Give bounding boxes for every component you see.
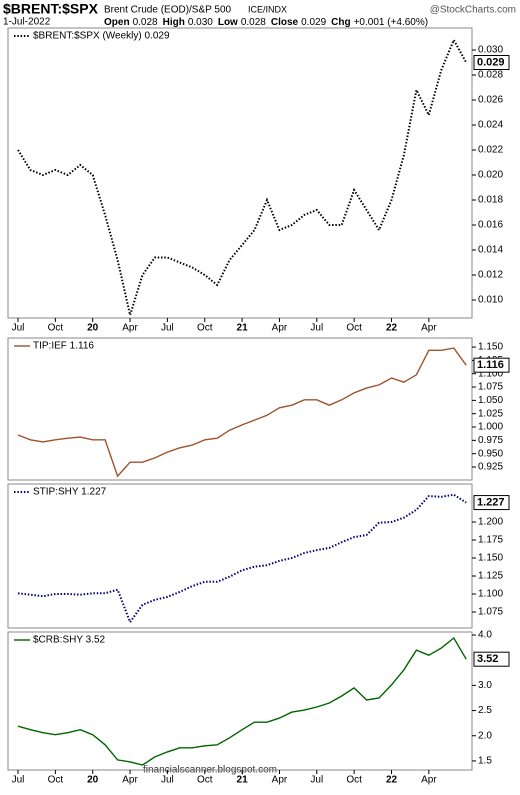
last-value-label: 1.227 <box>477 496 505 508</box>
y-tick-label: 1.100 <box>478 589 503 600</box>
y-tick-label: 0.014 <box>478 245 503 256</box>
x-tick-label: Jul <box>161 323 174 334</box>
y-tick-label: 1.150 <box>478 342 503 353</box>
y-tick-label: 0.024 <box>478 120 503 131</box>
y-tick-label: 1.150 <box>478 553 503 564</box>
panel-frame <box>7 631 473 771</box>
y-tick-label: 0.016 <box>478 220 503 231</box>
series-line <box>17 37 468 319</box>
x-tick-label: Jul <box>12 775 25 786</box>
y-tick-label: 0.022 <box>478 145 503 156</box>
quote-value: 0.029 <box>301 17 326 28</box>
x-tick-label: Apr <box>421 323 437 334</box>
x-tick-label: Apr <box>272 323 288 334</box>
y-tick-label: 1.000 <box>478 422 503 433</box>
x-tick-label: Oct <box>48 323 64 334</box>
x-tick-label: Apr <box>272 775 288 786</box>
legend-label: $CRB:SHY 3.52 <box>33 635 106 646</box>
symbol: $BRENT:$SPX <box>3 1 99 17</box>
x-tick-label: Oct <box>197 323 213 334</box>
y-tick-label: 1.050 <box>478 395 503 406</box>
y-tick-label: 1.5 <box>478 756 492 767</box>
y-tick-label: 0.950 <box>478 448 503 459</box>
x-tick-label: 21 <box>237 323 249 334</box>
x-tick-label: Jul <box>310 775 323 786</box>
y-tick-label: 3.0 <box>478 680 492 691</box>
y-tick-label: 1.175 <box>478 535 503 546</box>
last-value-badge <box>473 357 510 373</box>
last-value-label: 1.116 <box>477 359 504 371</box>
x-tick-label: Jul <box>161 775 174 786</box>
legend-label: TIP:IEF 1.116 <box>33 341 94 352</box>
y-tick-label: 0.012 <box>478 270 503 281</box>
y-tick-label: 0.026 <box>478 95 503 106</box>
quote-label: Close <box>271 17 299 28</box>
y-tick-label: 0.020 <box>478 170 503 181</box>
last-value-label: 3.52 <box>477 653 498 665</box>
y-tick-label: 1.200 <box>478 517 503 528</box>
panel-frame <box>7 27 473 319</box>
y-tick-label: 0.925 <box>478 462 503 473</box>
legend-label: $BRENT:$SPX (Weekly) 0.029 <box>33 31 170 42</box>
y-tick-label: 1.125 <box>478 571 503 582</box>
y-tick-label: 0.018 <box>478 195 503 206</box>
y-tick-label: 0.028 <box>478 70 503 81</box>
quote-label: High <box>163 17 185 28</box>
x-tick-label: Apr <box>122 323 138 334</box>
panel-frame <box>7 483 473 629</box>
series-line <box>17 636 467 766</box>
quote-value: +0.001 (+4.60%) <box>354 17 429 28</box>
quote-value: 0.028 <box>133 17 158 28</box>
x-tick-label: Oct <box>197 775 213 786</box>
x-tick-label: 22 <box>386 323 398 334</box>
series-line <box>17 347 467 478</box>
last-value-label: 0.029 <box>477 56 505 68</box>
x-tick-label: Oct <box>48 775 64 786</box>
x-tick-label: Jul <box>310 323 323 334</box>
quote-label: Low <box>218 17 238 28</box>
last-value-badge <box>473 495 510 511</box>
y-tick-label: 0.030 <box>478 45 503 56</box>
x-tick-label: Apr <box>122 775 138 786</box>
quote-label: Open <box>104 17 130 28</box>
x-tick-label: 21 <box>237 775 249 786</box>
y-tick-label: 2.0 <box>478 730 492 741</box>
x-tick-label: 20 <box>87 775 99 786</box>
panel-frame <box>7 337 473 481</box>
last-value-badge <box>473 651 510 667</box>
brand: @StockCharts.com <box>430 5 516 16</box>
y-tick-label: 0.010 <box>478 295 503 306</box>
x-tick-label: Oct <box>346 323 362 334</box>
x-tick-label: 22 <box>386 775 398 786</box>
y-tick-label: 1.075 <box>478 607 503 618</box>
quote-value: 0.028 <box>241 17 266 28</box>
x-tick-label: Jul <box>12 323 25 334</box>
series-line <box>17 493 467 625</box>
x-tick-label: Oct <box>346 775 362 786</box>
y-tick-label: 1.075 <box>478 382 503 393</box>
y-tick-label: 1.025 <box>478 408 503 419</box>
exchange: ICE/INDX <box>248 4 287 14</box>
legend-label: STIP:SHY 1.227 <box>33 487 107 498</box>
x-tick-label: 20 <box>87 323 99 334</box>
x-tick-label: Apr <box>421 775 437 786</box>
y-tick-label: 4.0 <box>478 630 492 641</box>
y-tick-label: 0.975 <box>478 435 503 446</box>
last-value-badge <box>473 55 510 70</box>
y-tick-label: 2.5 <box>478 705 492 716</box>
y-tick-label: 1.100 <box>478 368 503 379</box>
quote: Open 0.028 High 0.030 Low 0.028 Close 0.029 Chg +… <box>104 17 428 28</box>
quote-label: Chg <box>331 17 350 28</box>
date: 1-Jul-2022 <box>3 17 51 28</box>
description: Brent Crude (EOD)/S&P 500 <box>104 5 232 16</box>
quote-value: 0.030 <box>188 17 213 28</box>
